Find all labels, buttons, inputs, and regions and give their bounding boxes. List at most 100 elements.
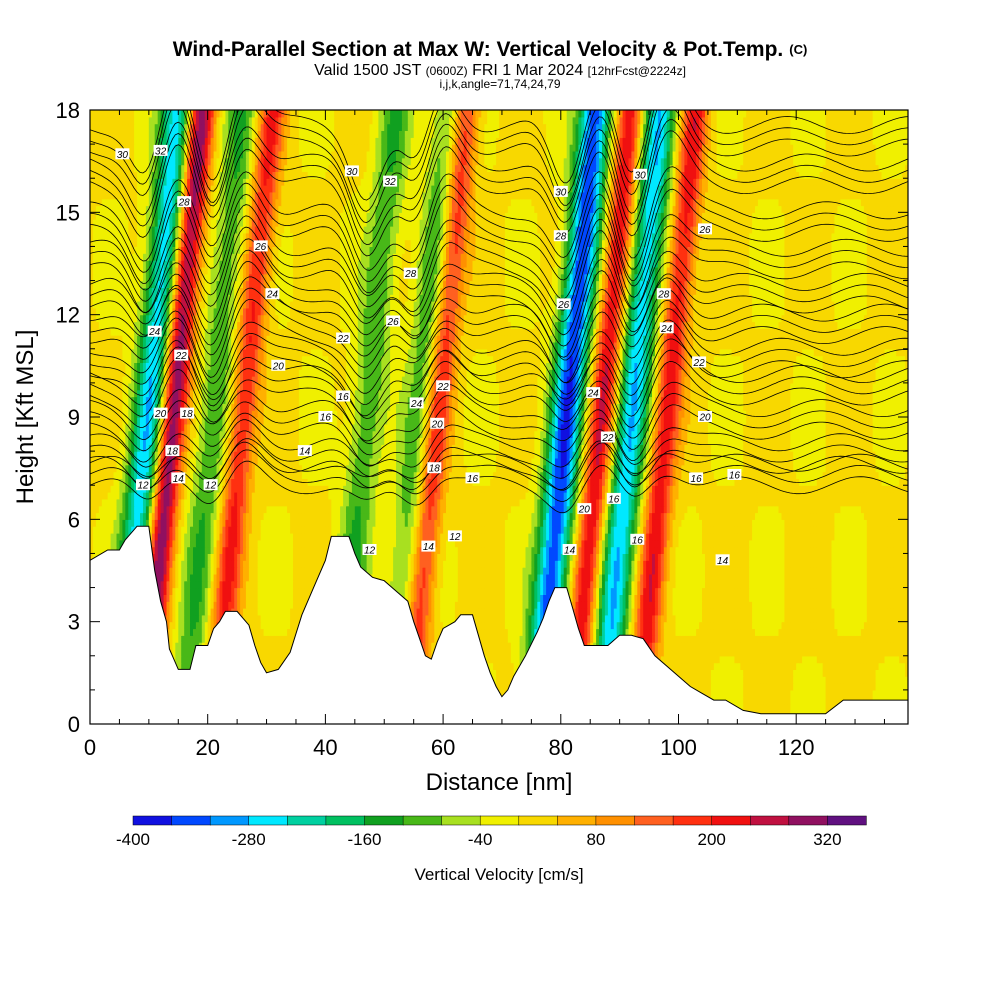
velocity-cell — [710, 683, 715, 691]
velocity-cell — [858, 683, 862, 691]
velocity-cell — [893, 689, 897, 698]
velocity-cell — [796, 635, 800, 643]
velocity-cell — [834, 676, 838, 684]
velocity-cell — [278, 635, 282, 643]
velocity-cell — [175, 642, 179, 650]
velocity-cell — [737, 621, 741, 630]
velocity-cell — [207, 614, 212, 623]
velocity-cell — [487, 655, 491, 664]
velocity-cell — [731, 696, 735, 705]
velocity-cell — [722, 662, 727, 670]
velocity-cell — [637, 614, 641, 623]
velocity-cell — [254, 635, 259, 643]
velocity-cell — [760, 635, 765, 643]
velocity-cell — [825, 621, 830, 630]
velocity-cell — [849, 689, 853, 698]
velocity-cell — [163, 608, 168, 616]
velocity-cell — [834, 608, 838, 616]
velocity-cell — [890, 662, 894, 670]
velocity-cell — [604, 614, 609, 623]
velocity-cell — [740, 683, 744, 691]
velocity-cell — [858, 655, 862, 664]
velocity-cell — [855, 628, 859, 636]
velocity-cell — [740, 608, 744, 616]
velocity-cell — [684, 628, 688, 636]
velocity-cell — [887, 635, 891, 643]
velocity-cell — [799, 655, 803, 664]
velocity-cell — [634, 608, 638, 616]
velocity-cell — [837, 601, 841, 609]
velocity-cell — [493, 655, 497, 664]
velocity-cell — [710, 614, 715, 623]
velocity-cell — [251, 621, 256, 630]
velocity-cell — [207, 621, 212, 630]
velocity-cell — [778, 662, 782, 670]
velocity-cell — [669, 649, 674, 657]
velocity-cell — [802, 696, 806, 705]
velocity-cell — [534, 628, 538, 636]
velocity-cell — [808, 642, 812, 650]
velocity-cell — [284, 635, 288, 643]
velocity-cell — [275, 649, 279, 657]
velocity-cell — [805, 689, 809, 698]
velocity-cell — [769, 614, 774, 623]
velocity-cell — [869, 689, 874, 698]
velocity-cell — [275, 608, 279, 616]
velocity-cell — [722, 649, 727, 657]
velocity-cell — [828, 642, 833, 650]
velocity-cell — [646, 635, 650, 643]
velocity-cell — [822, 655, 827, 664]
velocity-cell — [587, 608, 591, 616]
velocity-cell — [449, 601, 453, 609]
velocity-cell — [790, 649, 794, 657]
velocity-cell — [716, 689, 721, 698]
velocity-cell — [905, 662, 908, 670]
velocity-cell — [760, 601, 765, 609]
velocity-cell — [696, 669, 700, 677]
velocity-cell — [175, 635, 179, 643]
velocity-cell — [184, 608, 188, 616]
velocity-cell — [625, 608, 629, 616]
velocity-cell — [269, 655, 273, 664]
velocity-cell — [725, 621, 730, 630]
velocity-cell — [275, 635, 279, 643]
velocity-cell — [863, 628, 868, 636]
velocity-cell — [687, 649, 691, 657]
velocity-cell — [778, 655, 782, 664]
velocity-cell — [434, 608, 438, 616]
velocity-cell — [860, 662, 865, 670]
velocity-cell — [475, 614, 479, 623]
velocity-cell — [178, 642, 182, 650]
velocity-cell — [852, 689, 856, 698]
velocity-cell — [746, 669, 750, 677]
velocity-cell — [884, 689, 888, 698]
velocity-cell — [657, 628, 662, 636]
velocity-cell — [675, 642, 679, 650]
velocity-cell — [740, 614, 744, 623]
velocity-cell — [501, 649, 506, 657]
velocity-cell — [828, 689, 833, 698]
velocity-cell — [899, 655, 903, 664]
velocity-cell — [757, 621, 762, 630]
velocity-cell — [813, 655, 818, 664]
velocity-cell — [893, 669, 897, 677]
velocity-cell — [660, 649, 665, 657]
velocity-cell — [628, 614, 632, 623]
velocity-cell — [799, 649, 803, 657]
velocity-cell — [822, 642, 827, 650]
velocity-cell — [825, 662, 830, 670]
velocity-cell — [166, 601, 170, 609]
velocity-cell — [787, 676, 791, 684]
velocity-cell — [808, 635, 812, 643]
velocity-cell — [828, 669, 833, 677]
velocity-cell — [796, 601, 800, 609]
velocity-cell — [169, 601, 173, 609]
velocity-cell — [852, 662, 856, 670]
velocity-cell — [746, 655, 750, 664]
velocity-cell — [743, 669, 747, 677]
velocity-cell — [872, 628, 877, 636]
velocity-cell — [790, 614, 794, 623]
velocity-cell — [287, 621, 291, 630]
velocity-cell — [772, 621, 777, 630]
velocity-cell — [816, 703, 821, 711]
